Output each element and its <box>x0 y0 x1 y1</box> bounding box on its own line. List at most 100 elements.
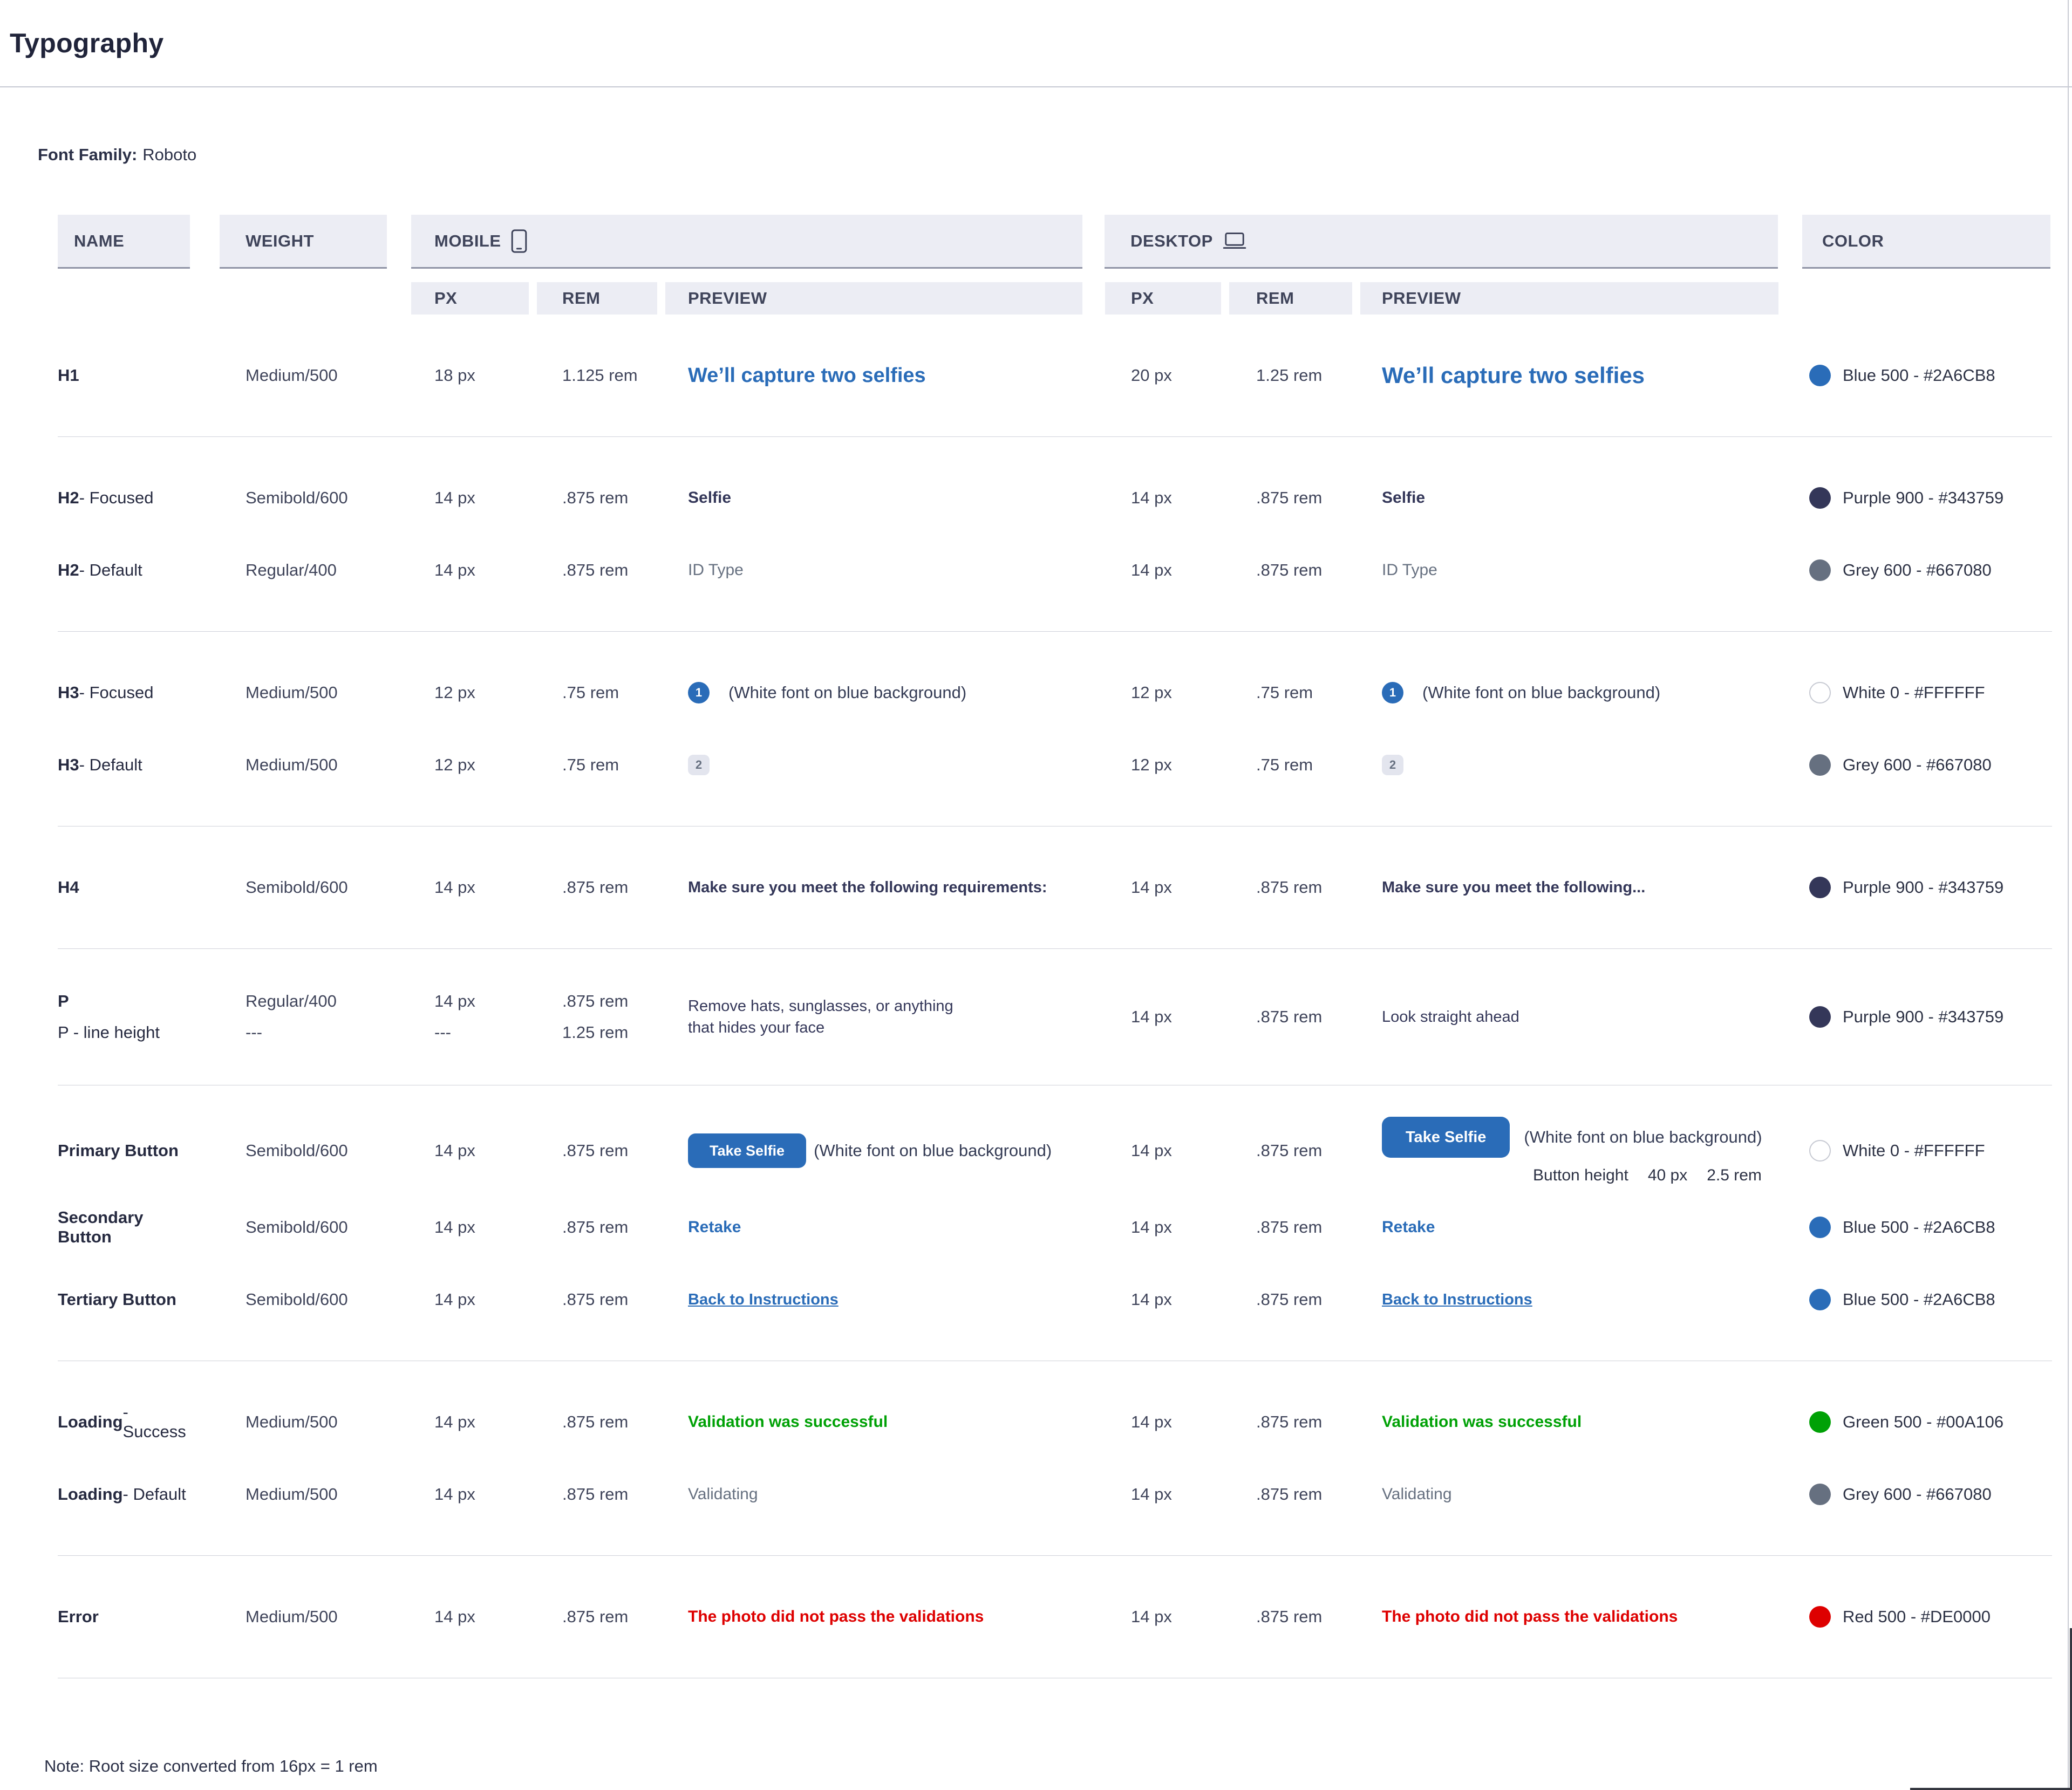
row-name: P P - line height <box>58 992 160 1042</box>
mobile-rem-value: .875 rem <box>562 1485 629 1504</box>
take-selfie-button[interactable]: Take Selfie <box>1382 1117 1510 1158</box>
subheader-spacer <box>58 282 190 315</box>
retake-button[interactable]: Retake <box>688 1218 741 1236</box>
desktop-preview: We’ll capture two selfies <box>1360 363 1778 388</box>
artboard-corner-right <box>2070 1628 2072 1790</box>
error-text: The photo did not pass the validations <box>1382 1608 1678 1625</box>
table-row-h4: H4 Semibold/600 14 px .875 rem Make sure… <box>58 851 2052 924</box>
mobile-px-value: 14 px <box>434 1290 475 1309</box>
row-group-h2: H2 - Focused Semibold/600 14 px .875 rem… <box>58 437 2052 632</box>
mobile-preview: Retake <box>665 1218 1082 1236</box>
row-weight: Medium/500 <box>246 366 338 385</box>
desktop-px-value: 14 px <box>1131 1412 1172 1431</box>
color-label: Blue 500 - #2A6CB8 <box>1843 366 1995 385</box>
desktop-px-value: 14 px <box>1131 1007 1172 1026</box>
h1-preview-text: We’ll capture two selfies <box>688 364 926 387</box>
color-cell: Grey 600 - #667080 <box>1803 1484 2051 1505</box>
desktop-px-header: PX <box>1105 282 1221 315</box>
desktop-px-value: 14 px <box>1131 878 1172 897</box>
row-weight: Regular/400 --- <box>246 992 337 1042</box>
desktop-rem-value: .875 rem <box>1256 878 1323 897</box>
h2-focused-preview-text: Selfie <box>1382 489 1426 507</box>
mobile-preview: We’ll capture two selfies <box>665 364 1082 387</box>
p-preview-text: Look straight ahead <box>1382 1008 1519 1026</box>
color-label: Blue 500 - #2A6CB8 <box>1843 1218 1995 1236</box>
row-group-h4: H4 Semibold/600 14 px .875 rem Make sure… <box>58 826 2052 949</box>
preview-annotation: (White font on blue background) <box>1422 683 1661 702</box>
loading-default-text: Validating <box>1382 1485 1452 1503</box>
table-row-loading-success: Loading - Success Medium/500 14 px .875 … <box>58 1386 2052 1458</box>
back-to-instructions-link[interactable]: Back to Instructions <box>688 1290 839 1308</box>
color-swatch <box>1809 1006 1831 1028</box>
desktop-rem-value: .875 rem <box>1256 1412 1323 1431</box>
subheader-spacer <box>220 282 387 315</box>
desktop-rem-value: .875 rem <box>1256 1007 1323 1026</box>
column-header-name: NAME <box>58 215 190 269</box>
mobile-px-value: 14 px <box>434 1485 475 1504</box>
desktop-preview: Retake <box>1360 1218 1778 1236</box>
desktop-rem-value: .875 rem <box>1256 1141 1323 1160</box>
desktop-rem-value: .875 rem <box>1256 488 1323 507</box>
mobile-px-value: 14 px <box>434 1141 475 1160</box>
take-selfie-button[interactable]: Take Selfie <box>688 1133 807 1168</box>
footnote: Note: Root size converted from 16px = 1 … <box>44 1757 378 1775</box>
preview-annotation: (White font on blue background) <box>1524 1128 1762 1146</box>
column-header-mobile: MOBILE <box>411 215 1082 269</box>
desktop-px-value: 14 px <box>1131 1141 1172 1160</box>
row-name: Primary Button <box>58 1141 179 1160</box>
mobile-preview: Validating <box>665 1485 1082 1504</box>
table-row-h2-default: H2 - Default Regular/400 14 px .875 rem … <box>58 534 2052 606</box>
retake-button[interactable]: Retake <box>1382 1218 1435 1236</box>
mobile-preview: 1 (White font on blue background) <box>665 682 1082 703</box>
font-family-line: Font Family: Roboto <box>38 145 2072 165</box>
mobile-rem-value: .875 rem <box>562 878 629 897</box>
button-height-label: Button height <box>1533 1166 1628 1184</box>
desktop-preview: 1 (White font on blue background) <box>1360 682 1778 703</box>
row-name: H2 - Default <box>58 561 142 579</box>
color-cell: Blue 500 - #2A6CB8 <box>1803 1289 2051 1310</box>
typography-table: NAME WEIGHT MOBILE DESKTOP <box>58 215 2052 1678</box>
step-badge-focused: 1 <box>1382 682 1403 703</box>
desktop-px-value: 14 px <box>1131 1607 1172 1626</box>
color-swatch <box>1809 1289 1831 1310</box>
row-name: H3 - Default <box>58 755 142 774</box>
color-swatch <box>1809 1217 1831 1238</box>
color-label: Grey 600 - #667080 <box>1843 1485 1992 1504</box>
row-weight: Semibold/600 <box>246 1290 348 1309</box>
desktop-preview: ID Type <box>1360 561 1778 579</box>
subheader-spacer <box>1803 282 2051 315</box>
color-swatch <box>1809 1411 1831 1433</box>
preview-annotation: (White font on blue background) <box>814 1141 1052 1160</box>
mobile-preview: Remove hats, sunglasses, or anything tha… <box>665 974 1082 1060</box>
h2-default-preview-text: ID Type <box>688 561 744 579</box>
color-swatch <box>1809 682 1831 703</box>
row-group-h1: H1 Medium/500 18 px 1.125 rem We’ll capt… <box>58 315 2052 437</box>
mobile-rem-value: .875 rem <box>562 488 629 507</box>
mobile-phone-icon <box>511 229 527 253</box>
color-label: Purple 900 - #343759 <box>1843 488 2004 507</box>
desktop-preview: Validation was successful <box>1360 1413 1778 1431</box>
artboard-right-edge <box>2068 0 2069 1790</box>
step-badge-default: 2 <box>688 755 710 775</box>
mobile-px-value: 14 px --- <box>434 992 475 1042</box>
table-row-error: Error Medium/500 14 px .875 rem The phot… <box>58 1581 2052 1653</box>
mobile-rem-value: .75 rem <box>562 755 619 774</box>
desktop-rem-header: REM <box>1229 282 1352 315</box>
h2-default-preview-text: ID Type <box>1382 561 1437 579</box>
h4-preview-text: Make sure you meet the following require… <box>688 878 1047 896</box>
desktop-preview: Validating <box>1360 1485 1778 1504</box>
color-swatch <box>1809 1484 1831 1505</box>
table-row-h3-focused: H3 - Focused Medium/500 12 px .75 rem 1 … <box>58 657 2052 729</box>
mobile-header-label: MOBILE <box>434 231 501 250</box>
table-row-h1: H1 Medium/500 18 px 1.125 rem We’ll capt… <box>58 339 2052 412</box>
desktop-px-value: 14 px <box>1131 1290 1172 1309</box>
mobile-rem-value: 1.125 rem <box>562 366 638 385</box>
back-to-instructions-link[interactable]: Back to Instructions <box>1382 1290 1532 1308</box>
table-subheader-row: PX REM PREVIEW PX REM PREVIEW <box>58 282 2052 315</box>
row-group-buttons: Primary Button Semibold/600 14 px .875 r… <box>58 1085 2052 1361</box>
color-cell: Green 500 - #00A106 <box>1803 1411 2051 1433</box>
row-weight: Medium/500 <box>246 1607 338 1626</box>
column-header-color: COLOR <box>1802 215 2050 269</box>
color-swatch <box>1809 1140 1831 1162</box>
